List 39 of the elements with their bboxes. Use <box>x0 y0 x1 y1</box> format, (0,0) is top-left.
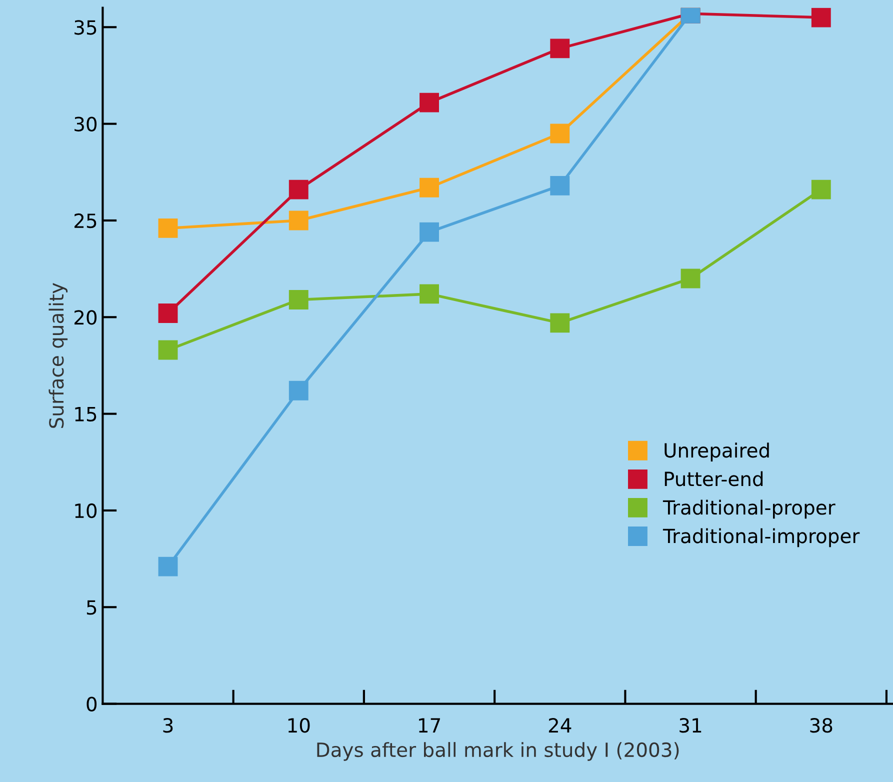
y-tick-label: 25 <box>74 213 96 228</box>
y-tick-label: 20 <box>74 310 97 325</box>
legend-label: Traditional-proper <box>662 500 836 519</box>
point <box>158 340 178 360</box>
point <box>158 556 178 576</box>
point <box>550 313 570 333</box>
x-tick-label: 3 <box>163 718 173 733</box>
point <box>158 304 178 323</box>
point <box>288 290 308 310</box>
x-tick-label: 31 <box>680 718 702 733</box>
point <box>680 268 700 288</box>
x-axis-title: Days after ball mark in study I (2003) <box>317 742 679 761</box>
point <box>811 8 831 28</box>
legend-label: Unrepaired <box>664 442 769 462</box>
x-tick-label: 24 <box>548 718 572 732</box>
x-tick-label: 10 <box>288 718 310 733</box>
y-tick-label: 30 <box>74 116 97 132</box>
point <box>420 222 439 242</box>
point <box>550 38 570 58</box>
point <box>288 380 308 400</box>
point <box>420 178 439 198</box>
legend-label: Traditional-improper <box>662 528 860 548</box>
y-tick-label: 10 <box>75 503 97 518</box>
y-axis-title: Surface quality <box>48 283 68 428</box>
y-tick-label: 15 <box>75 407 96 422</box>
y-tick-label: 0 <box>86 696 97 712</box>
point <box>420 92 439 112</box>
point <box>550 124 570 144</box>
point <box>158 218 178 238</box>
point <box>550 176 570 196</box>
y-tick-label: 35 <box>74 20 96 35</box>
point <box>420 284 439 304</box>
point <box>288 210 308 230</box>
x-tick-label: 38 <box>810 718 832 733</box>
point <box>811 180 831 200</box>
y-tick-label: 5 <box>86 600 96 615</box>
point <box>288 180 308 200</box>
legend-label: Putter-end <box>664 471 763 486</box>
x-tick-label: 17 <box>419 718 440 732</box>
